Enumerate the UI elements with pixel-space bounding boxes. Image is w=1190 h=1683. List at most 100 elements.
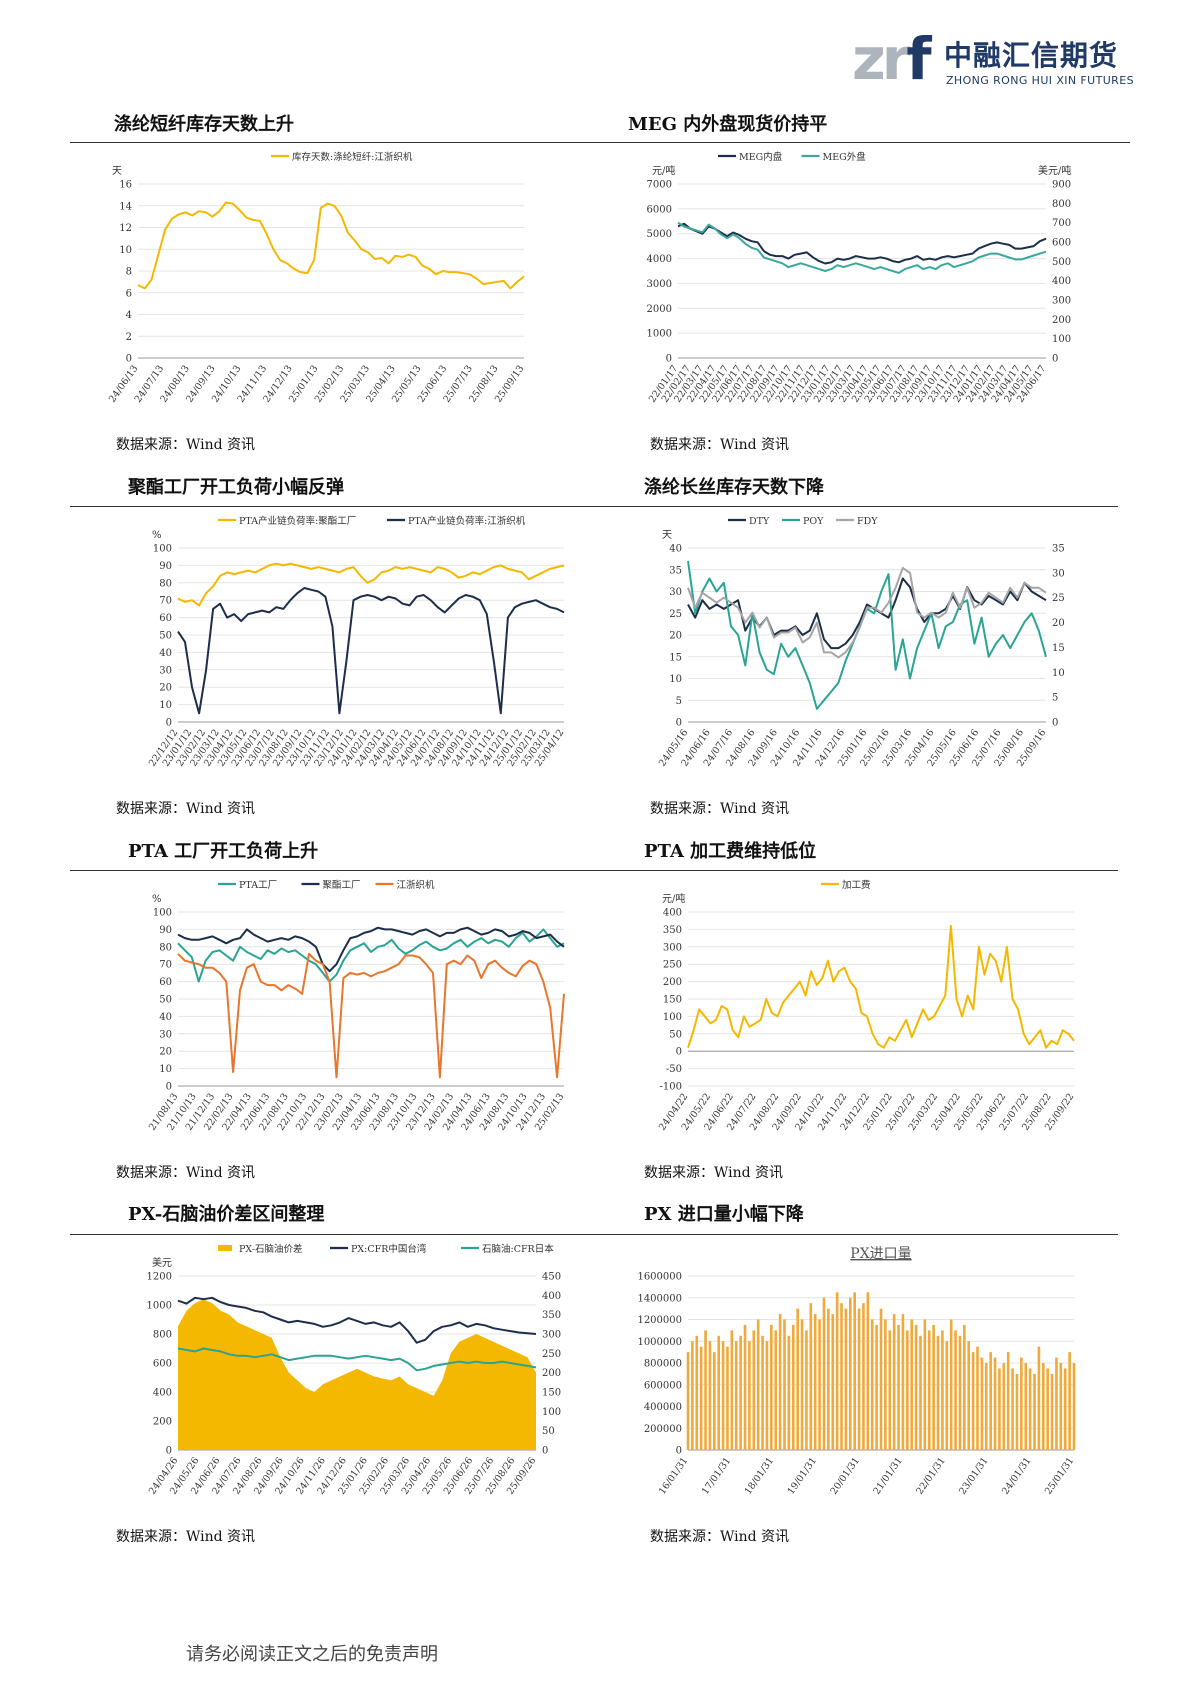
- y-tick-label: 40: [669, 544, 682, 555]
- chart-4: DTY POY FDY 天 0 5 10 15 20 25 30 35 40 0 5 10 15 20 25 30 35…: [630, 514, 1090, 794]
- x-tick-label: 21/01/31: [871, 1455, 904, 1496]
- y-tick-label: 35: [669, 565, 682, 576]
- series-line: [177, 1347, 537, 1372]
- bar: [1041, 1363, 1045, 1450]
- unit-right: 美元/吨: [1038, 164, 1071, 177]
- x-tick-label: 19/01/31: [786, 1455, 819, 1496]
- y-tick-label: 50: [669, 1029, 682, 1040]
- series-line: [677, 222, 1047, 265]
- bar: [888, 1330, 892, 1450]
- bar: [1063, 1368, 1067, 1450]
- bar: [713, 1352, 716, 1450]
- bar: [796, 1308, 799, 1450]
- legend-label: DTY: [749, 516, 770, 527]
- bar: [945, 1341, 949, 1450]
- y-tick-label-right: 15: [1052, 643, 1065, 654]
- bar: [686, 1352, 690, 1450]
- series-line: [177, 928, 565, 983]
- x-tick-label: 18/01/31: [743, 1455, 776, 1496]
- bar: [910, 1319, 914, 1450]
- y-tick-label: 80: [159, 578, 172, 589]
- x-tick-label: 20/01/31: [829, 1455, 862, 1496]
- bar: [993, 1357, 997, 1450]
- y-tick-label: 400000: [644, 1402, 682, 1413]
- bar: [971, 1352, 975, 1450]
- bar: [831, 1314, 835, 1450]
- x-tick-label: 16/01/31: [657, 1455, 690, 1496]
- bar: [892, 1314, 896, 1450]
- unit-left: %: [152, 530, 162, 541]
- y-tick-label: 3000: [647, 279, 672, 290]
- section-title-7: PX-石脑油价差区间整理: [128, 1204, 325, 1225]
- series-line: [687, 566, 1047, 659]
- bar: [967, 1341, 971, 1450]
- series-line: [687, 577, 1047, 650]
- source-note-4: 数据来源：Wind 资讯: [650, 801, 790, 817]
- unit-left: 天: [662, 530, 672, 541]
- y-tick-label: 800000: [644, 1359, 682, 1370]
- bar: [919, 1335, 922, 1450]
- y-tick-label: 10: [669, 674, 682, 685]
- y-tick-label-right: 0: [1052, 718, 1058, 729]
- y-tick-label-right: 5: [1052, 693, 1058, 704]
- bar: [1015, 1373, 1019, 1450]
- bar: [734, 1341, 738, 1450]
- source-note-6: 数据来源：Wind 资讯: [644, 1165, 784, 1181]
- y-tick-label: 200: [153, 1417, 172, 1428]
- y-tick-label: 1000000: [637, 1337, 682, 1348]
- bar: [778, 1314, 782, 1450]
- bar: [699, 1346, 703, 1450]
- section-rule-1: [70, 142, 1130, 143]
- y-tick-label: 10: [159, 700, 172, 711]
- bar: [1006, 1352, 1010, 1450]
- legend-swatch: [218, 1245, 232, 1251]
- y-tick-label: 25: [669, 609, 682, 620]
- source-note-5: 数据来源：Wind 资讯: [116, 1165, 256, 1181]
- legend-label: POY: [803, 516, 824, 527]
- bar: [1055, 1357, 1058, 1450]
- bar: [980, 1357, 984, 1450]
- section-title-3: 聚酯工厂开工负荷小幅反弹: [128, 477, 344, 498]
- legend-label: MEG内盘: [739, 151, 783, 163]
- y-tick-label: 1000: [147, 1301, 172, 1312]
- y-tick-label: 400: [663, 908, 682, 919]
- bar: [783, 1319, 786, 1450]
- x-tick-label: 24/01/31: [1000, 1455, 1033, 1496]
- legend-label: 加工费: [842, 879, 871, 891]
- y-tick-label-right: 300: [542, 1330, 561, 1341]
- y-tick-label-right: 150: [542, 1388, 561, 1399]
- y-tick-label: 0: [166, 1446, 172, 1457]
- legend-label: 石脑油:CFR日本: [482, 1243, 554, 1255]
- y-tick-label: 6000: [647, 204, 672, 215]
- bar: [748, 1341, 751, 1450]
- y-tick-label-right: 800: [1052, 199, 1071, 210]
- y-tick-label: 12: [119, 223, 132, 234]
- y-tick-label: 1200000: [637, 1315, 682, 1326]
- bar: [791, 1324, 795, 1450]
- bar: [717, 1335, 721, 1450]
- bar: [1002, 1363, 1006, 1450]
- bar: [1020, 1357, 1023, 1450]
- bar: [884, 1319, 887, 1450]
- section-rule-3: [70, 870, 1118, 871]
- bar: [809, 1303, 813, 1450]
- section-title-4: 涤纶长丝库存天数下降: [644, 477, 824, 498]
- y-tick-label: 7000: [647, 180, 672, 191]
- y-tick-label: 100: [153, 908, 172, 919]
- bar: [936, 1335, 940, 1450]
- bar: [857, 1308, 861, 1450]
- bar: [1072, 1363, 1076, 1450]
- x-tick-label: 23/01/31: [957, 1455, 990, 1496]
- bar: [963, 1324, 966, 1450]
- y-tick-label: 1400000: [637, 1293, 682, 1304]
- bar: [984, 1363, 988, 1450]
- bar: [998, 1368, 1001, 1450]
- series-line: [137, 201, 525, 290]
- y-tick-label: 40: [159, 648, 172, 659]
- y-tick-label: 16: [119, 180, 132, 191]
- bar: [774, 1330, 778, 1450]
- bar: [730, 1330, 734, 1450]
- y-tick-label-right: 250: [542, 1349, 561, 1360]
- bar: [1024, 1363, 1028, 1450]
- bar: [800, 1319, 804, 1450]
